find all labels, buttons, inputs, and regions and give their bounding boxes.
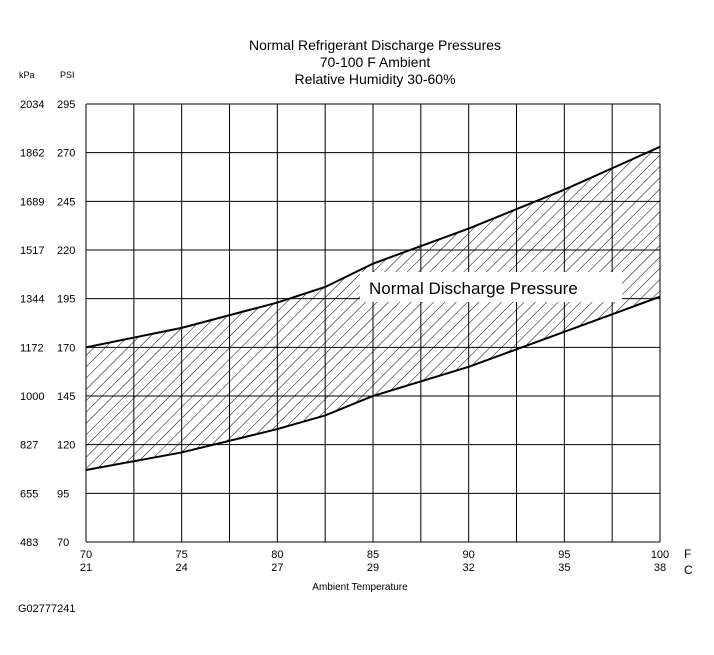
celsius-unit-label: C bbox=[684, 563, 693, 577]
kpa-tick-label: 1517 bbox=[20, 245, 44, 257]
fahrenheit-tick-label: 90 bbox=[463, 549, 475, 561]
psi-tick-label: 295 bbox=[57, 99, 75, 111]
celsius-tick-label: 38 bbox=[654, 562, 666, 574]
celsius-tick-label: 27 bbox=[271, 562, 283, 574]
psi-tick-label: 270 bbox=[57, 148, 75, 160]
psi-tick-label: 220 bbox=[57, 245, 75, 257]
x-axis-label: Ambient Temperature bbox=[312, 582, 408, 593]
band-label: Normal Discharge Pressure bbox=[369, 279, 578, 298]
lower-limit-line bbox=[85, 295, 661, 471]
chart-subtitle-ambient: 70-100 F Ambient bbox=[319, 54, 431, 70]
band-hatch-fill bbox=[86, 146, 660, 470]
chart-title: Normal Refrigerant Discharge Pressures bbox=[248, 37, 502, 53]
kpa-tick-label: 483 bbox=[20, 537, 38, 549]
psi-tick-label: 120 bbox=[57, 440, 75, 452]
celsius-tick-label: 24 bbox=[176, 562, 188, 574]
normal-pressure-band: Normal Discharge Pressure bbox=[85, 145, 661, 471]
kpa-tick-label: 1344 bbox=[20, 294, 44, 306]
psi-tick-label: 170 bbox=[57, 342, 75, 354]
kpa-tick-label: 655 bbox=[20, 488, 38, 500]
kpa-tick-label: 1689 bbox=[20, 196, 44, 208]
psi-tick-label: 195 bbox=[57, 294, 75, 306]
fahrenheit-tick-label: 80 bbox=[271, 549, 283, 561]
fahrenheit-unit-label: F bbox=[684, 547, 691, 561]
celsius-tick-label: 35 bbox=[558, 562, 570, 574]
kpa-tick-label: 2034 bbox=[20, 99, 44, 111]
kpa-tick-label: 1862 bbox=[20, 148, 44, 160]
axis-ticks: 70 483 95 655 120 827 145 1000 170 1172 195 1344 220… bbox=[20, 99, 693, 577]
fahrenheit-tick-label: 85 bbox=[367, 549, 379, 561]
psi-tick-label: 145 bbox=[57, 391, 75, 403]
figure-id: G02777241 bbox=[18, 603, 76, 615]
fahrenheit-tick-label: 95 bbox=[558, 549, 570, 561]
psi-tick-label: 95 bbox=[57, 488, 69, 500]
psi-axis-header: PSI bbox=[60, 70, 75, 80]
psi-tick-label: 245 bbox=[57, 196, 75, 208]
celsius-tick-label: 32 bbox=[463, 562, 475, 574]
kpa-axis-header: kPa bbox=[19, 70, 35, 80]
kpa-tick-label: 1000 bbox=[20, 391, 44, 403]
celsius-tick-label: 29 bbox=[367, 562, 379, 574]
fahrenheit-tick-label: 70 bbox=[80, 549, 92, 561]
psi-tick-label: 70 bbox=[57, 537, 69, 549]
chart-subtitle-humidity: Relative Humidity 30-60% bbox=[294, 71, 456, 87]
fahrenheit-tick-label: 100 bbox=[651, 549, 669, 561]
kpa-tick-label: 1172 bbox=[20, 342, 44, 354]
fahrenheit-tick-label: 75 bbox=[176, 549, 188, 561]
band-label-box bbox=[360, 272, 622, 302]
kpa-tick-label: 827 bbox=[20, 440, 38, 452]
upper-limit-line bbox=[85, 145, 661, 349]
celsius-tick-label: 21 bbox=[80, 562, 92, 574]
